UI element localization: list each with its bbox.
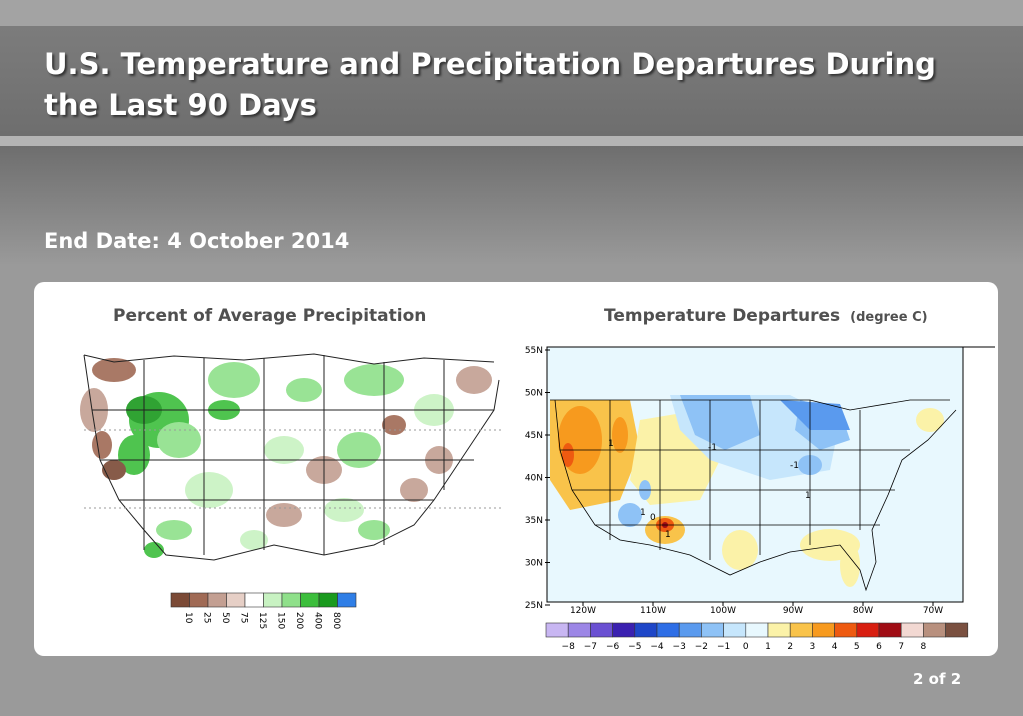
temp-legend-swatch: [900, 622, 924, 638]
lon-tick-label: 120W: [570, 606, 596, 616]
temp-legend-swatch: [767, 622, 791, 638]
temp-legend-label: −1: [717, 642, 730, 652]
precip-legend-label: 10: [183, 612, 193, 624]
lat-tick-label: 50N: [525, 389, 543, 399]
lat-tick-label: 45N: [525, 431, 543, 441]
temp-legend-label: −8: [562, 642, 576, 652]
temp-legend-label: 7: [898, 642, 904, 652]
precip-legend-swatch: [226, 592, 246, 608]
precip-legend-swatch: [189, 592, 209, 608]
precip-legend-swatch: [244, 592, 264, 608]
temp-map-title-group: Temperature Departures (degree C): [604, 306, 928, 326]
temp-map-unit: (degree C): [850, 310, 928, 325]
precip-legend-label: 400: [313, 612, 323, 629]
temp-legend-swatch: [923, 622, 946, 638]
temp-legend-swatch: [701, 622, 724, 638]
contour-label: -1: [790, 461, 799, 471]
page-indicator: 2 of 2: [913, 670, 962, 688]
temp-legend-label: 6: [876, 642, 882, 652]
temp-legend-label: 4: [832, 642, 838, 652]
temp-map-title: Temperature Departures: [604, 306, 841, 326]
lat-tick-label: 30N: [525, 559, 543, 569]
slide-subtitle: End Date: 4 October 2014: [44, 229, 350, 253]
precip-legend-label: 75: [239, 612, 249, 623]
lon-tick-label: 110W: [640, 606, 666, 616]
precip-legend-swatch: [207, 592, 227, 608]
temp-legend-label: −7: [584, 642, 597, 652]
temp-legend-label: 5: [854, 642, 860, 652]
temp-legend-swatch: [878, 622, 902, 638]
temp-legend-label: −5: [628, 642, 641, 652]
slide-title: U.S. Temperature and Precipitation Depar…: [44, 47, 936, 122]
lat-tick-label: 35N: [525, 516, 543, 526]
precip-legend-swatch: [300, 592, 320, 608]
contour-label: 0: [650, 513, 656, 523]
precip-legend: 10 25 50 75 125 150 200 400 800: [170, 592, 357, 629]
lon-tick-label: 90W: [783, 606, 803, 616]
contour-label: 1: [640, 508, 646, 518]
temp-legend-swatch: [634, 622, 658, 638]
temp-legend-swatch: [590, 622, 613, 638]
temp-legend-label: 0: [743, 642, 749, 652]
precip-legend-label: 125: [257, 612, 267, 629]
title-separator: [0, 136, 1023, 146]
temp-legend-label: 1: [765, 642, 771, 652]
temp-legend-label: 2: [787, 642, 793, 652]
temp-legend-swatch: [678, 622, 702, 638]
temp-legend-swatch: [567, 622, 591, 638]
temp-legend-label: −2: [695, 642, 708, 652]
precip-legend-label: 200: [294, 612, 304, 629]
temp-legend-swatch: [612, 622, 636, 638]
precip-legend-swatch: [318, 592, 338, 608]
temp-legend-swatch: [945, 622, 969, 638]
lon-tick-label: 70W: [923, 606, 943, 616]
precip-map-title: Percent of Average Precipitation: [113, 306, 427, 326]
temp-legend-label: 8: [921, 642, 927, 652]
lat-tick-label: 25N: [525, 601, 543, 611]
contour-label: -1: [708, 443, 717, 453]
precip-legend-label: 800: [331, 612, 341, 629]
temp-legend-label: 3: [810, 642, 816, 652]
temp-legend-swatch: [545, 622, 569, 638]
contour-label: 1: [805, 491, 811, 501]
temp-legend-swatch: [745, 622, 769, 638]
temp-legend: −8 −7 −6 −5 −4 −3 −2 −1 0 1 2 3 4 5 6 7 8: [545, 622, 969, 652]
temp-patches: [550, 395, 944, 587]
background-gradient: [0, 146, 1023, 266]
precip-legend-swatch: [337, 592, 357, 608]
lat-tick-label: 40N: [525, 474, 543, 484]
lon-tick-label: 100W: [710, 606, 736, 616]
temp-legend-swatch: [856, 622, 880, 638]
temp-legend-swatch: [834, 622, 858, 638]
lon-tick-label: 80W: [853, 606, 873, 616]
title-band: [0, 26, 1023, 136]
precip-map: [74, 350, 504, 562]
contour-label: 1: [665, 530, 671, 540]
precip-legend-swatch: [170, 592, 190, 608]
temp-legend-swatch: [723, 622, 747, 638]
precip-legend-swatch: [281, 592, 301, 608]
lat-tick-label: 55N: [525, 346, 543, 356]
temp-legend-label: −3: [673, 642, 686, 652]
precip-borders: [83, 353, 500, 561]
top-strip: [0, 0, 1023, 26]
temp-map: 55N 50N 45N 40N 35N 30N 25N 120W 110W 100W 90W 80W…: [525, 346, 995, 616]
precip-legend-label: 50: [220, 612, 230, 624]
temp-legend-swatch: [812, 622, 835, 638]
precip-legend-label: 150: [276, 612, 286, 629]
temp-legend-label: −4: [650, 642, 664, 652]
precip-legend-swatch: [263, 592, 283, 608]
contour-label: 1: [608, 439, 614, 449]
temp-legend-swatch: [656, 622, 680, 638]
temp-borders: [550, 399, 957, 592]
temp-legend-label: −6: [606, 642, 620, 652]
temp-legend-swatch: [789, 622, 813, 638]
precip-legend-label: 25: [202, 612, 212, 623]
